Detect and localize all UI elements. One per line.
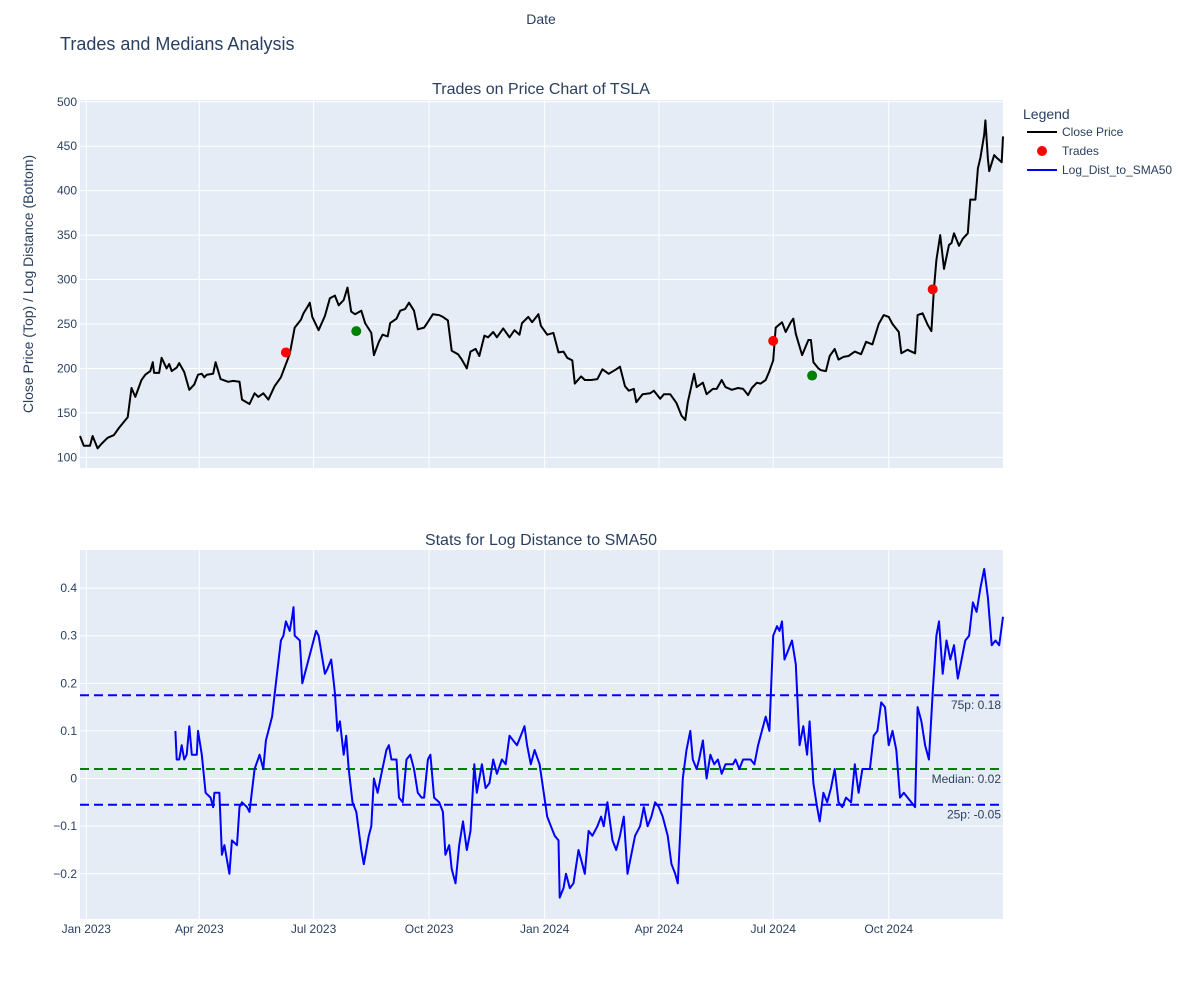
y-tick-label: 250 <box>57 317 77 331</box>
trade-marker <box>927 284 938 295</box>
plot-background <box>80 550 1003 919</box>
log-distance-plot: −0.2 −0.1 0 0.1 0.2 0.3 0.4 Jan 2023 Apr 2023 Jul… <box>53 550 1004 936</box>
y-tick-label: 0.4 <box>60 581 77 595</box>
x-tick-label: Jan 2023 <box>62 922 112 936</box>
x-tick-label: Jul 2023 <box>291 922 337 936</box>
bottom-chart-title: Stats for Log Distance to SMA50 <box>425 532 657 549</box>
legend: Legend Close Price Trades Log_Dist_to_SMA5… <box>1023 106 1172 177</box>
legend-swatch <box>1037 146 1047 156</box>
legend-label: Close Price <box>1062 125 1124 139</box>
y-tick-label: 300 <box>57 273 77 287</box>
top-axis-title: Date <box>526 11 556 27</box>
y-tick-label: 200 <box>57 361 77 375</box>
trade-marker <box>807 370 818 381</box>
x-tick-label: Apr 2024 <box>635 922 684 936</box>
x-tick-label: Jan 2024 <box>520 922 570 936</box>
y-tick-label: −0.1 <box>53 819 77 833</box>
reference-label-median: Median: 0.02 <box>932 772 1002 786</box>
plot-background <box>80 100 1003 468</box>
y-tick-label: 450 <box>57 139 77 153</box>
figure-title: Trades and Medians Analysis <box>60 34 294 54</box>
x-tick-label: Oct 2023 <box>405 922 454 936</box>
y-tick-label: 100 <box>57 450 77 464</box>
x-tick-label: Jul 2024 <box>751 922 797 936</box>
y-tick-label: 400 <box>57 184 77 198</box>
y-tick-label: 0.1 <box>60 724 77 738</box>
trade-marker <box>351 326 362 337</box>
y-tick-label: 0.3 <box>60 629 77 643</box>
y-tick-label: 0.2 <box>60 676 77 690</box>
reference-label-25p: 25p: -0.05 <box>947 808 1001 822</box>
x-tick-label: Apr 2023 <box>175 922 224 936</box>
y-tick-label: −0.2 <box>53 867 77 881</box>
price-plot: 100 150 200 250 300 350 400 450 500 <box>57 95 1004 468</box>
y-tick-label: 150 <box>57 406 77 420</box>
trade-marker <box>768 335 779 346</box>
legend-label: Trades <box>1062 144 1099 158</box>
x-tick-label: Oct 2024 <box>864 922 913 936</box>
trade-marker <box>280 347 291 358</box>
top-chart-title: Trades on Price Chart of TSLA <box>432 81 650 98</box>
legend-label: Log_Dist_to_SMA50 <box>1062 163 1172 177</box>
reference-label-75p: 75p: 0.18 <box>951 698 1001 712</box>
y-tick-label: 350 <box>57 228 77 242</box>
series-line-log-dist-to-sma50 <box>174 568 1004 899</box>
y-axis-title: Close Price (Top) / Log Distance (Bottom… <box>20 155 36 413</box>
series-line-close-price <box>79 119 1004 450</box>
y-tick-label: 500 <box>57 95 77 109</box>
legend-title: Legend <box>1023 106 1070 122</box>
y-tick-label: 0 <box>70 772 77 786</box>
